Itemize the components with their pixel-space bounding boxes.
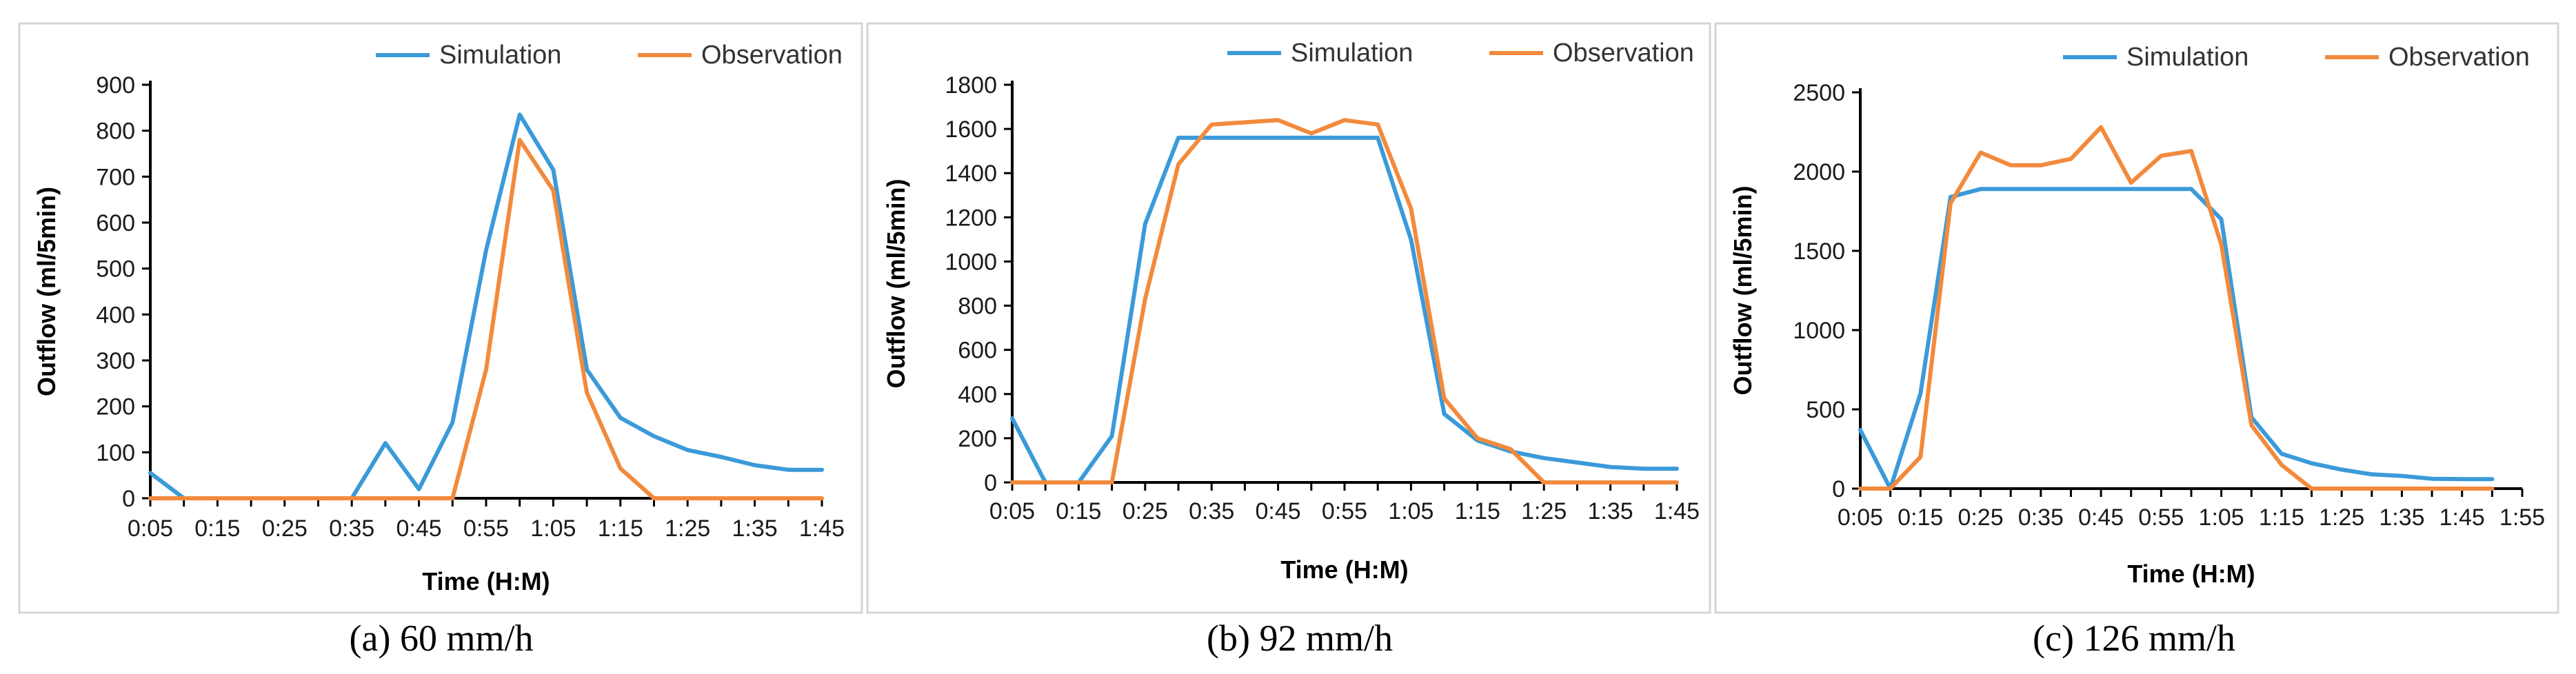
panel-b-y-tick-label: 600 [958, 338, 997, 364]
panel-b-y-tick-label: 1400 [945, 161, 997, 187]
panel-c-simulation-line [1858, 187, 2495, 491]
panel-a-x-tick-label: 1:45 [799, 515, 845, 542]
panel-a-y-tick-label: 900 [96, 72, 135, 99]
panel-a-y-tick-label: 600 [96, 210, 135, 236]
panel-c-x-tick-label: 1:45 [2439, 504, 2485, 531]
panel-a-x-axis-title: Time (H:M) [422, 567, 550, 595]
panel-b-x-tick-label: 1:05 [1388, 498, 1433, 524]
panel-c-x-tick-label: 1:55 [2499, 504, 2545, 531]
panel-b-x-tick-label: 0:15 [1056, 498, 1101, 524]
panel-a-simulation-line [148, 112, 824, 500]
panel-a-observation-line [148, 138, 824, 500]
panel-b-y-tick-label: 1000 [945, 249, 997, 275]
panel-a-x-tick-label: 0:15 [194, 515, 240, 542]
panel-a-y-tick-label: 200 [96, 394, 135, 420]
panel-b-y-tick-label: 800 [958, 294, 997, 320]
panel-b-legend-simulation-label: Simulation [1291, 39, 1413, 68]
panel-b-y-tick-label: 400 [958, 382, 997, 408]
panel-a-x-tick-label: 0:45 [396, 515, 442, 542]
panel-c-y-tick-label: 2000 [1793, 159, 1845, 185]
panel-c-legend-simulation-label: Simulation [2126, 43, 2248, 72]
panel-a-y-tick-label: 500 [96, 256, 135, 283]
panel-c-observation-line [1858, 125, 2495, 491]
panel-c-x-tick-label: 1:35 [2379, 504, 2424, 531]
panel-a: 0 100 200 300 400 500 600 700 800 900 0:05 0:15 0:25… [18, 22, 863, 659]
panel-a-x-tick-label: 1:05 [530, 515, 576, 542]
panel-a-axes: 0 100 200 300 400 500 600 700 800 900 0:05 0:15 0:25… [32, 41, 845, 595]
panel-c-x-axis-title: Time (H:M) [2127, 560, 2255, 588]
panel-a-x-tick-label: 0:25 [262, 515, 308, 542]
panel-c-x-tick-label: 1:15 [2259, 504, 2304, 531]
panel-a-y-tick-label: 300 [96, 348, 135, 374]
panel-a-legend-observation-label: Observation [701, 41, 843, 70]
panel-c-legend-observation-label: Observation [2388, 43, 2530, 72]
panel-c-x-tick-label: 0:35 [2018, 504, 2064, 531]
panel-c-y-tick-label: 2500 [1793, 80, 1845, 106]
panel-b-x-tick-label: 1:45 [1654, 498, 1700, 524]
panel-c-x-tick-label: 0:45 [2078, 504, 2124, 531]
panel-c-x-tick-label: 1:05 [2199, 504, 2244, 531]
panel-b-x-tick-label: 0:55 [1322, 498, 1367, 524]
panel-b-x-tick-label: 1:15 [1455, 498, 1500, 524]
panel-a-legend-simulation-label: Simulation [439, 41, 561, 70]
panel-a-y-tick-label: 0 [122, 486, 135, 512]
panel-b-border [866, 22, 1711, 614]
panel-b-caption: (b) 92 mm/h [1207, 617, 1393, 659]
panel-c-x-tick-label: 0:55 [2138, 504, 2184, 531]
panel-c-x-tick-label: 0:05 [1838, 504, 1883, 531]
panel-b-x-axis-title: Time (H:M) [1280, 555, 1408, 584]
panel-a-x-tick-label: 0:55 [463, 515, 509, 542]
panel-b-x-tick-label: 1:25 [1521, 498, 1567, 524]
panel-c-x-tick-label: 1:25 [2319, 504, 2364, 531]
panel-c: 0 500 1000 1500 2000 2500 0:05 0:15 0:25 0:35 0:45… [1714, 22, 2559, 659]
panel-a-y-tick-label: 400 [96, 302, 135, 328]
panel-c-y-tick-label: 500 [1806, 397, 1845, 423]
panel-a-y-tick-label: 700 [96, 164, 135, 190]
panel-b-x-tick-label: 1:35 [1588, 498, 1633, 524]
panel-c-x-tick-label: 0:15 [1898, 504, 1943, 531]
panel-c-y-tick-label: 0 [1832, 476, 1845, 502]
panel-b-y-tick-label: 1600 [945, 116, 997, 143]
panel-a-y-tick-label: 800 [96, 119, 135, 145]
panel-b-axes: 0 200 400 600 800 1000 1200 1400 1600 1800 0:05 0:1… [882, 39, 1700, 584]
panel-b-y-tick-label: 200 [958, 426, 997, 452]
panel-b-observation-line [1010, 118, 1679, 484]
panel-b-x-tick-label: 0:05 [989, 498, 1035, 524]
panel-a-caption: (a) 60 mm/h [350, 617, 534, 659]
panel-b-x-tick-label: 0:25 [1123, 498, 1168, 524]
panel-b-y-axis-title: Outflow (ml/5min) [882, 179, 910, 389]
panel-b-y-tick-label: 1200 [945, 205, 997, 231]
panel-a-x-tick-label: 0:05 [128, 515, 173, 542]
panel-c-x-tick-label: 0:25 [1958, 504, 2003, 531]
panel-b-y-tick-label: 1800 [945, 72, 997, 99]
panel-a-y-axis-title: Outflow (ml/5min) [32, 187, 61, 396]
panel-b-y-tick-label: 0 [984, 470, 997, 496]
panel-b-x-tick-label: 0:35 [1189, 498, 1234, 524]
panel-a-x-tick-label: 1:25 [665, 515, 710, 542]
panel-a-y-tick-label: 100 [96, 440, 135, 466]
panel-c-border [1714, 22, 2559, 614]
panel-b-simulation-line [1010, 135, 1679, 484]
panel-a-x-tick-label: 1:15 [598, 515, 643, 542]
panel-c-y-tick-label: 1000 [1793, 318, 1845, 344]
panel-a-border [18, 22, 863, 614]
panel-c-y-axis-title: Outflow (ml/5min) [1729, 186, 1757, 396]
panel-b: 0 200 400 600 800 1000 1200 1400 1600 1800 0:05 0:1… [866, 22, 1711, 659]
panel-a-x-tick-label: 1:35 [732, 515, 778, 542]
panel-b-legend-observation-label: Observation [1553, 39, 1694, 68]
panel-c-y-tick-label: 1500 [1793, 238, 1845, 265]
panel-a-x-tick-label: 0:35 [329, 515, 374, 542]
panel-c-axes: 0 500 1000 1500 2000 2500 0:05 0:15 0:25 0:35 0:45… [1729, 43, 2545, 588]
panel-c-caption: (c) 126 mm/h [2033, 617, 2235, 659]
panel-b-x-tick-label: 0:45 [1256, 498, 1301, 524]
